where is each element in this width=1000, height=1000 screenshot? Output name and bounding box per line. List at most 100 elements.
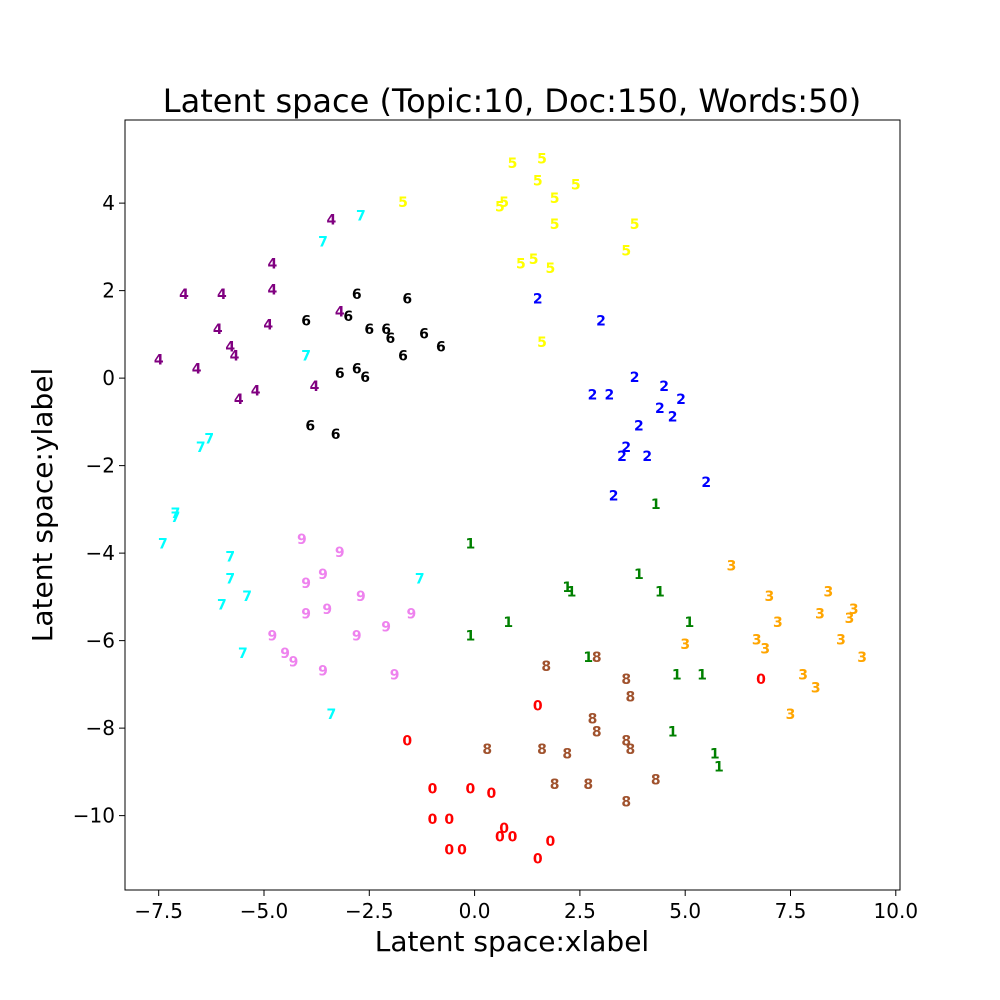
- point-label-2: 2: [588, 388, 598, 404]
- point-label-5: 5: [630, 217, 640, 233]
- point-label-8: 8: [626, 742, 636, 758]
- point-label-2: 2: [668, 410, 678, 426]
- point-label-8: 8: [621, 795, 631, 811]
- point-label-4: 4: [263, 318, 273, 334]
- point-label-8: 8: [592, 725, 602, 741]
- point-label-6: 6: [386, 331, 396, 347]
- point-label-2: 2: [621, 440, 631, 456]
- y-tick-label: 2: [102, 279, 115, 303]
- point-label-3: 3: [727, 558, 737, 574]
- point-label-0: 0: [756, 672, 766, 688]
- point-label-7: 7: [217, 598, 227, 614]
- point-label-2: 2: [605, 388, 615, 404]
- point-label-3: 3: [811, 681, 821, 697]
- point-label-2: 2: [596, 313, 606, 329]
- point-label-4: 4: [327, 213, 337, 229]
- x-tick-label: 10.0: [874, 899, 919, 923]
- point-label-8: 8: [537, 742, 547, 758]
- point-label-2: 2: [701, 475, 711, 491]
- point-label-7: 7: [225, 550, 235, 566]
- point-label-6: 6: [381, 322, 391, 338]
- point-label-8: 8: [550, 777, 560, 793]
- point-label-8: 8: [621, 733, 631, 749]
- point-label-3: 3: [765, 589, 775, 605]
- point-label-7: 7: [238, 646, 248, 662]
- point-label-8: 8: [626, 690, 636, 706]
- point-label-9: 9: [268, 628, 278, 644]
- point-label-0: 0: [444, 812, 454, 828]
- point-label-7: 7: [242, 589, 252, 605]
- point-label-6: 6: [364, 322, 374, 338]
- point-label-3: 3: [752, 633, 762, 649]
- point-label-1: 1: [634, 567, 644, 583]
- point-label-9: 9: [390, 668, 400, 684]
- point-label-6: 6: [436, 340, 446, 356]
- point-label-9: 9: [318, 663, 328, 679]
- point-label-1: 1: [567, 585, 577, 601]
- point-label-0: 0: [466, 781, 476, 797]
- point-label-8: 8: [621, 672, 631, 688]
- point-label-0: 0: [444, 843, 454, 859]
- point-label-2: 2: [609, 488, 619, 504]
- point-label-6: 6: [343, 309, 353, 325]
- y-tick-label: 0: [102, 366, 115, 390]
- point-label-7: 7: [318, 235, 328, 251]
- point-label-6: 6: [331, 427, 341, 443]
- point-label-1: 1: [503, 615, 513, 631]
- point-label-0: 0: [499, 821, 509, 837]
- point-label-7: 7: [158, 536, 168, 552]
- point-label-4: 4: [225, 340, 235, 356]
- point-label-8: 8: [588, 711, 598, 727]
- point-label-9: 9: [335, 545, 345, 561]
- point-label-9: 9: [322, 602, 332, 618]
- point-label-9: 9: [407, 606, 417, 622]
- point-label-8: 8: [592, 650, 602, 666]
- point-label-6: 6: [305, 418, 315, 434]
- point-label-6: 6: [360, 370, 370, 386]
- point-label-9: 9: [297, 532, 307, 548]
- point-label-2: 2: [630, 370, 640, 386]
- point-label-5: 5: [546, 261, 556, 277]
- point-label-6: 6: [398, 348, 408, 364]
- point-label-5: 5: [533, 173, 543, 189]
- point-label-5: 5: [537, 151, 547, 167]
- point-label-4: 4: [217, 287, 227, 303]
- point-label-9: 9: [301, 606, 311, 622]
- point-label-1: 1: [583, 650, 593, 666]
- point-label-4: 4: [213, 322, 223, 338]
- point-label-2: 2: [642, 449, 652, 465]
- x-axis: −7.5 −5.0 −2.5 0.0 2.5 5.0 7.5 10.0: [134, 890, 918, 923]
- point-label-8: 8: [562, 746, 572, 762]
- x-tick-label: 7.5: [775, 899, 807, 923]
- point-label-0: 0: [428, 781, 438, 797]
- x-tick-label: 5.0: [669, 899, 701, 923]
- point-label-3: 3: [815, 606, 825, 622]
- point-label-7: 7: [327, 707, 337, 723]
- point-label-6: 6: [352, 287, 362, 303]
- y-tick-label: −10: [73, 804, 115, 828]
- point-label-1: 1: [714, 760, 724, 776]
- point-label-7: 7: [171, 510, 181, 526]
- point-label-8: 8: [541, 659, 551, 675]
- point-label-1: 1: [710, 746, 720, 762]
- point-label-3: 3: [836, 633, 846, 649]
- point-label-6: 6: [352, 361, 362, 377]
- y-tick-label: −6: [86, 629, 115, 653]
- point-label-7: 7: [196, 440, 206, 456]
- point-label-2: 2: [659, 379, 669, 395]
- point-label-5: 5: [516, 256, 526, 272]
- point-label-0: 0: [428, 812, 438, 828]
- point-label-0: 0: [495, 830, 505, 846]
- point-label-3: 3: [680, 637, 690, 653]
- point-label-7: 7: [204, 431, 214, 447]
- point-label-2: 2: [655, 401, 665, 417]
- y-tick-label: −2: [86, 454, 115, 478]
- point-label-1: 1: [466, 628, 476, 644]
- chart-title: Latent space (Topic:10, Doc:150, Words:5…: [163, 82, 861, 120]
- point-label-4: 4: [230, 348, 240, 364]
- point-label-7: 7: [171, 506, 181, 522]
- point-label-1: 1: [697, 668, 707, 684]
- point-label-2: 2: [533, 291, 543, 307]
- y-tick-label: −8: [86, 716, 115, 740]
